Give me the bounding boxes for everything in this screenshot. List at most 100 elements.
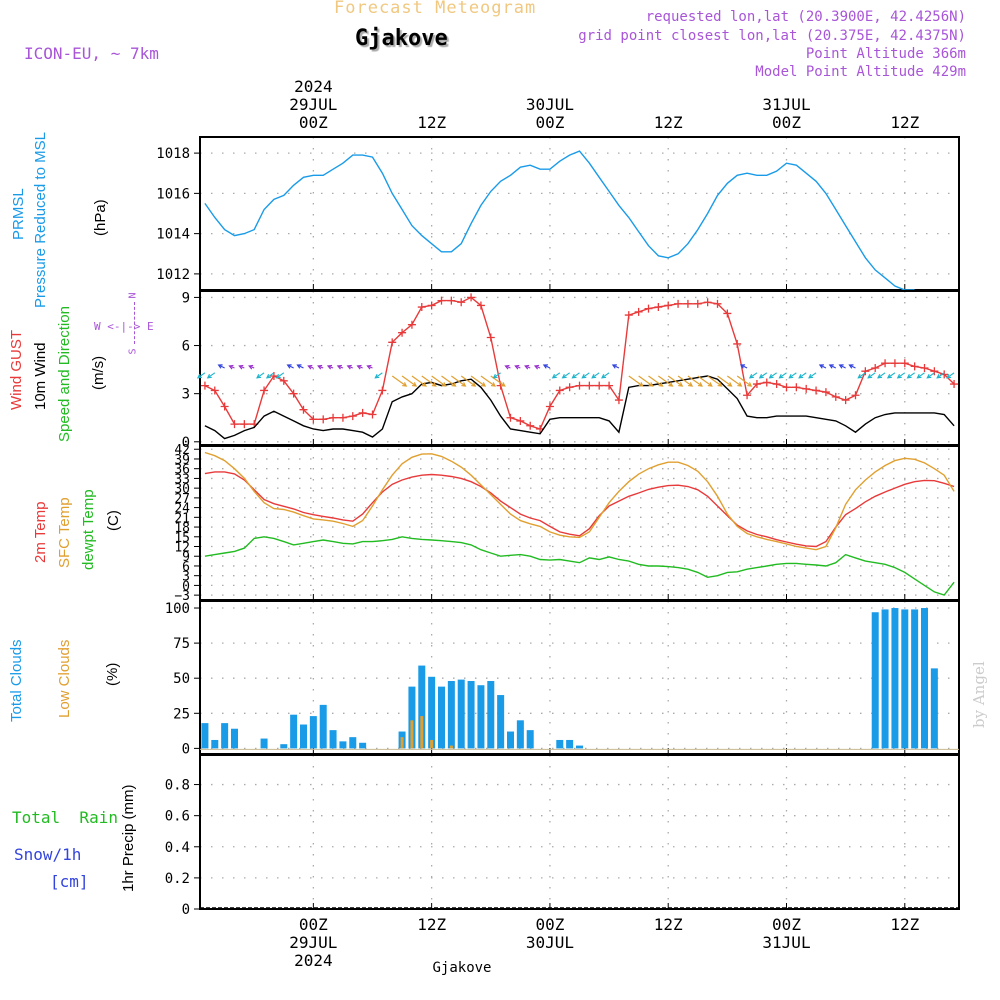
gust-marker	[614, 396, 623, 405]
gust-marker	[398, 328, 407, 337]
wind-arrow-head	[248, 364, 254, 370]
wind-direction-arrow	[421, 375, 437, 387]
series-line	[204, 536, 955, 596]
total-cloud-bar	[221, 723, 229, 749]
total-cloud-bar	[457, 679, 465, 749]
wind-direction-arrow	[572, 372, 580, 379]
total-cloud-bar	[319, 704, 327, 749]
wind-arrow-head	[451, 382, 457, 387]
wind-direction-arrow	[441, 375, 456, 387]
wind-arrow-head	[500, 382, 506, 387]
y-tick-label: 18	[174, 521, 190, 536]
gust-marker	[644, 304, 653, 313]
y-tick-label: 39	[174, 453, 190, 468]
total-cloud-bar	[211, 739, 219, 749]
wind-direction-arrow	[375, 372, 383, 379]
top-time-label: 12Z	[654, 113, 683, 132]
y-tick-label: 9	[182, 290, 190, 306]
gust-marker	[368, 410, 377, 419]
wind-arrow-head	[317, 364, 323, 370]
wind-arrow-head	[533, 364, 540, 370]
gust-marker	[802, 384, 811, 393]
point-altitude: Point Altitude 366m	[805, 46, 966, 62]
gust-marker	[654, 303, 663, 312]
wind-arrow-head	[877, 373, 883, 379]
wind-direction-arrow	[867, 372, 876, 379]
gust-marker	[457, 298, 466, 307]
panel-1	[194, 136, 960, 291]
total-cloud-bar	[447, 681, 455, 749]
top-time-label: 30JUL	[526, 95, 574, 114]
wind-direction-arrow	[749, 372, 758, 379]
top-time-label: 12Z	[417, 113, 446, 132]
snow-unit-label: [cm]	[50, 872, 89, 891]
wind-arrow-head	[739, 364, 746, 369]
gust-marker	[900, 359, 909, 368]
wind-arrow-head	[551, 373, 557, 379]
y-tick-label: 21	[174, 511, 190, 526]
y-tick-label: 0.6	[165, 809, 190, 825]
wind-direction-arrow	[759, 372, 768, 379]
total-cloud-bar	[881, 609, 889, 749]
gust-marker	[733, 339, 742, 348]
total-cloud-bar	[329, 730, 337, 749]
wind-arrow-head	[916, 373, 922, 379]
bottom-time-label: 2024	[294, 951, 333, 970]
gust-marker	[910, 362, 919, 371]
wind-arrow-head	[601, 373, 607, 379]
gust-marker	[506, 413, 515, 422]
y-tick-label: 1012	[156, 267, 190, 283]
wind-direction-arrow	[601, 372, 610, 379]
wind-arrow-head	[906, 373, 912, 379]
gust-marker	[743, 391, 752, 400]
wind-direction-arrow	[736, 375, 752, 387]
total-cloud-bar	[408, 686, 416, 749]
gust-marker	[693, 299, 702, 308]
wind-arrow-head	[471, 382, 477, 387]
wind-arrow-head	[581, 373, 587, 379]
wind-direction-arrow	[266, 372, 275, 379]
wind-direction-arrow	[697, 375, 713, 387]
gust-marker	[319, 415, 328, 424]
top-time-label: 00Z	[772, 113, 801, 132]
gust-marker	[348, 412, 357, 421]
wind-arrow-head	[857, 373, 863, 379]
wind-arrow-head	[336, 364, 342, 370]
wind-arrow-head	[727, 382, 733, 387]
total-cloud-bar	[556, 739, 564, 749]
series-line	[204, 150, 915, 291]
gust-marker	[230, 420, 239, 429]
wind-arrow-head	[561, 373, 567, 379]
snow-label: Snow/1h	[14, 845, 82, 864]
wind-direction-arrow	[276, 372, 285, 379]
top-time-label: 2024	[294, 77, 333, 96]
wind-arrow-head	[896, 373, 902, 379]
y-tick-label: 30	[174, 482, 190, 497]
gust-marker	[575, 381, 584, 390]
gust-marker	[841, 396, 850, 405]
top-time-label: 12Z	[890, 113, 919, 132]
wind-arrow-head	[648, 382, 654, 387]
compass-vertical-line	[134, 302, 135, 344]
wind-arrow-head	[441, 382, 447, 387]
wind-direction-arrow	[658, 375, 673, 387]
wind-arrow-head	[256, 373, 262, 379]
wind-direction-arrow	[667, 375, 683, 387]
wind-arrow-head	[768, 373, 774, 379]
wind-arrow-head	[946, 373, 952, 379]
wind-direction-arrow	[927, 372, 935, 379]
wind-direction-arrow	[401, 375, 417, 387]
wind-direction-arrow	[480, 375, 496, 387]
wind-arrow-head	[838, 364, 844, 369]
wind-direction-arrow	[887, 372, 896, 379]
wind-arrow-head	[542, 364, 548, 369]
gust-marker	[200, 381, 209, 390]
y-tick-label: 50	[173, 671, 190, 687]
compass-rose: N W <-|-> E S	[88, 290, 178, 360]
wind-direction-arrow	[648, 375, 663, 387]
wind-direction-arrow	[197, 372, 206, 379]
total-cloud-bar	[231, 728, 238, 749]
bottom-time-label: 00Z	[535, 915, 564, 934]
y-tick-label: 1014	[156, 227, 190, 243]
